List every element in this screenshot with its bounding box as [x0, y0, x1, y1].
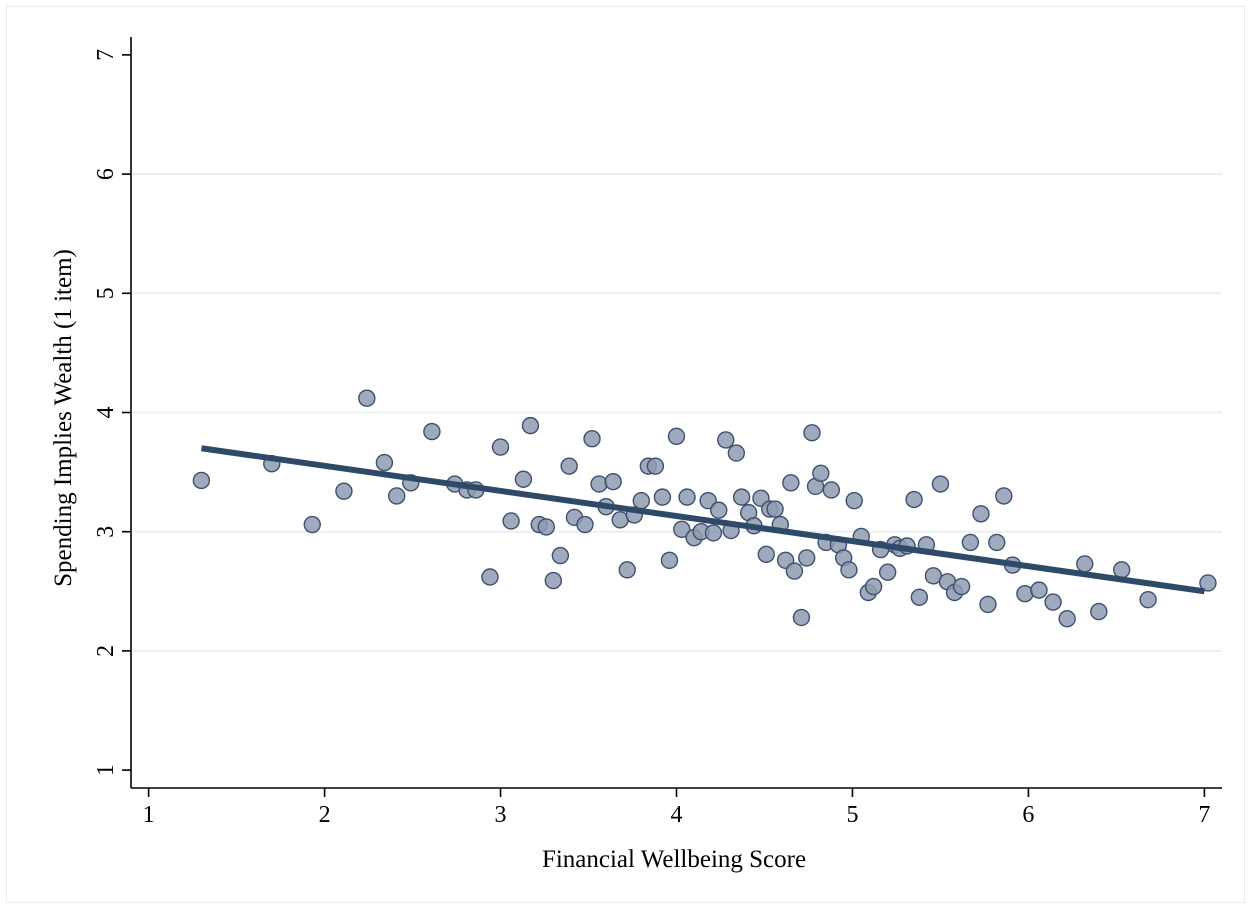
data-point-23 [576, 515, 594, 534]
x-tick-label-5: 5 [846, 802, 858, 828]
data-point-84 [952, 577, 971, 596]
chart-frame: 1 2 3 4 5 6 7 1 2 3 4 5 6 7 Financial Wellbeing Score… [6, 6, 1245, 903]
data-point-33 [646, 457, 665, 475]
data-point-96 [1090, 602, 1108, 621]
data-point-98 [1139, 590, 1157, 609]
data-point-35 [660, 551, 679, 570]
fit-line [200, 445, 1205, 595]
x-axis-title: Financial Wellbeing Score [542, 846, 806, 873]
data-point-43 [710, 501, 728, 519]
data-point-87 [979, 595, 997, 614]
data-point-78 [910, 588, 929, 606]
data-point-88 [988, 533, 1006, 552]
data-point-81 [931, 475, 950, 493]
data-point-34 [653, 488, 672, 506]
data-point-89 [995, 487, 1013, 505]
data-point-31 [632, 492, 651, 510]
y-tick-label-2: 2 [93, 645, 119, 657]
data-point-19 [544, 571, 563, 590]
data-point-2 [303, 515, 321, 534]
data-point-12 [481, 568, 499, 586]
data-point-25 [590, 475, 608, 493]
tick-labels: 1 2 3 4 5 6 7 1 2 3 4 5 6 7 [93, 49, 1210, 828]
data-point-24 [583, 430, 601, 448]
data-point-47 [732, 488, 751, 506]
y-tick-label-5: 5 [93, 287, 119, 299]
data-point-14 [502, 512, 520, 530]
y-tick-label-4: 4 [93, 407, 119, 419]
data-point-60 [803, 424, 821, 442]
data-points [192, 389, 1217, 628]
data-point-3 [335, 482, 353, 500]
data-point-16 [521, 416, 540, 435]
data-point-73 [878, 563, 897, 581]
data-point-18 [537, 518, 555, 536]
data-point-21 [560, 457, 578, 475]
x-tick-label-7: 7 [1198, 802, 1210, 828]
scatter-chart: 1 2 3 4 5 6 7 1 2 3 4 5 6 7 Financial Wellbeing Score… [50, 37, 1222, 873]
y-tick-label-1: 1 [93, 764, 119, 776]
data-point-46 [727, 444, 746, 462]
data-point-38 [678, 488, 696, 506]
y-tick-label-3: 3 [93, 526, 119, 538]
data-point-77 [905, 490, 923, 509]
data-point-27 [604, 472, 622, 491]
x-tick-label-2: 2 [319, 802, 331, 828]
data-point-13 [491, 438, 510, 456]
data-point-64 [822, 481, 841, 499]
data-point-85 [961, 533, 980, 552]
data-point-99 [1199, 574, 1217, 592]
data-point-93 [1044, 593, 1062, 611]
data-point-91 [1016, 584, 1034, 603]
data-point-56 [782, 474, 800, 492]
y-tick-label-7: 7 [93, 49, 119, 61]
data-point-36 [667, 427, 686, 446]
data-point-59 [798, 549, 816, 567]
data-point-8 [423, 422, 441, 441]
data-point-0 [192, 471, 211, 490]
data-point-68 [845, 492, 863, 510]
data-point-37 [673, 520, 691, 539]
data-point-97 [1112, 561, 1131, 579]
data-point-62 [812, 464, 830, 482]
data-point-42 [704, 524, 723, 542]
data-point-4 [358, 389, 376, 407]
x-tick-label-3: 3 [495, 802, 507, 828]
data-point-58 [792, 608, 811, 627]
data-point-44 [717, 431, 735, 449]
x-tick-label-1: 1 [143, 802, 155, 828]
data-point-51 [757, 545, 775, 564]
data-point-53 [766, 500, 784, 518]
data-point-71 [864, 577, 883, 596]
gridlines [133, 173, 1222, 652]
data-point-86 [972, 505, 990, 523]
data-point-94 [1058, 610, 1076, 628]
axes [122, 37, 1222, 797]
data-point-92 [1030, 581, 1048, 599]
y-axis-title: Spending Implies Wealth (1 item) [50, 249, 77, 587]
data-point-15 [514, 470, 533, 488]
data-point-95 [1076, 555, 1094, 573]
data-point-29 [618, 561, 636, 579]
x-tick-label-6: 6 [1022, 802, 1034, 828]
y-tick-label-6: 6 [93, 168, 119, 180]
data-point-57 [785, 562, 804, 580]
fit-line-layer [200, 445, 1205, 595]
data-point-5 [375, 453, 394, 472]
x-tick-label-4: 4 [671, 802, 683, 828]
data-point-6 [388, 487, 406, 505]
data-point-20 [551, 546, 570, 565]
data-point-67 [840, 561, 858, 579]
